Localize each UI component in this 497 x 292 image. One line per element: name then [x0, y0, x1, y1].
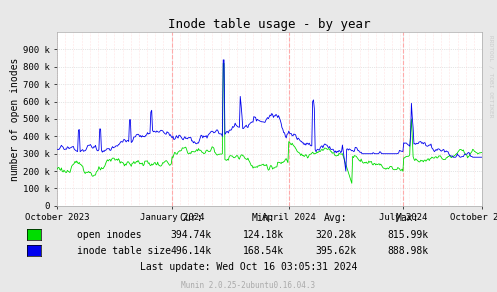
Title: Inode table usage - by year: Inode table usage - by year	[168, 18, 371, 31]
Text: open inodes: open inodes	[77, 230, 142, 240]
Text: RRDTOOL / TOBI OETIKER: RRDTOOL / TOBI OETIKER	[489, 35, 494, 118]
Text: Last update: Wed Oct 16 03:05:31 2024: Last update: Wed Oct 16 03:05:31 2024	[140, 262, 357, 272]
Text: Cur:: Cur:	[179, 213, 203, 223]
Text: 395.62k: 395.62k	[315, 246, 356, 256]
Text: 320.28k: 320.28k	[315, 230, 356, 240]
Text: 394.74k: 394.74k	[171, 230, 212, 240]
Text: inode table size: inode table size	[77, 246, 171, 256]
Text: Min:: Min:	[251, 213, 275, 223]
Text: Max:: Max:	[396, 213, 419, 223]
Text: 496.14k: 496.14k	[171, 246, 212, 256]
Text: Avg:: Avg:	[324, 213, 347, 223]
Text: Munin 2.0.25-2ubuntu0.16.04.3: Munin 2.0.25-2ubuntu0.16.04.3	[181, 281, 316, 290]
Text: 168.54k: 168.54k	[243, 246, 284, 256]
Text: 815.99k: 815.99k	[387, 230, 428, 240]
Text: 124.18k: 124.18k	[243, 230, 284, 240]
Y-axis label: number of open inodes: number of open inodes	[10, 57, 20, 181]
Text: 888.98k: 888.98k	[387, 246, 428, 256]
